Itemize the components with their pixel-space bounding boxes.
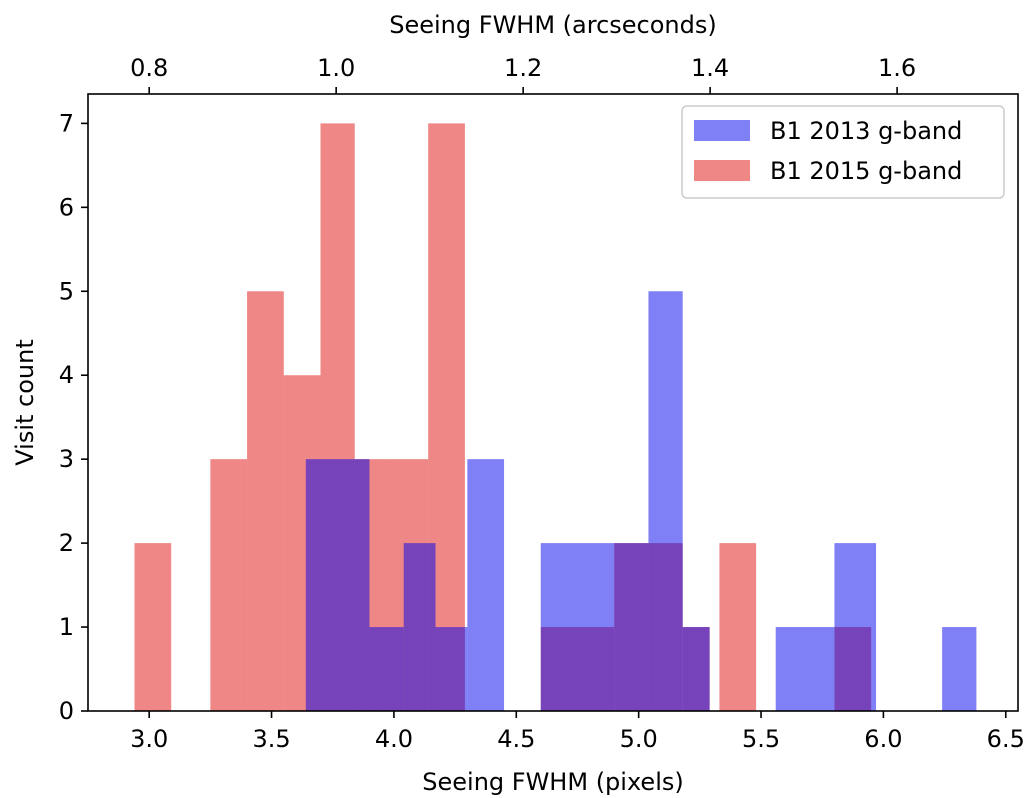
legend-swatch [694,120,750,141]
y-tick-label: 2 [59,529,74,557]
legend-entry-label: B1 2013 g-band [770,117,962,145]
bar-2013 [403,543,436,711]
bar-2013 [834,543,877,711]
y-axis-label: Visit count [11,339,39,465]
legend-swatch [694,160,750,181]
bar-2015 [247,291,284,711]
y-tick-label: 1 [59,613,74,641]
y-axis-left: 0 1 2 3 4 5 6 7 [59,109,88,725]
x-tick-label: 3.5 [252,725,290,753]
y-tick-label: 6 [59,193,74,221]
top-tick-label: 1.4 [691,54,729,82]
bar-2013 [942,627,977,711]
legend-frame [681,105,1005,199]
x-tick-label: 4.0 [375,725,413,753]
series-2013-bars [305,291,977,711]
x-tick-label: 6.0 [864,725,902,753]
top-tick-label: 0.8 [130,54,168,82]
x-axis-bottom: 3.0 3.5 4.0 4.5 5.0 5.5 6.0 6.5 [130,711,1025,753]
top-tick-label: 1.0 [317,54,355,82]
bar-2013 [369,627,404,711]
bar-2015 [210,459,248,711]
x-tick-label: 3.0 [130,725,168,753]
y-tick-label: 4 [59,361,74,389]
bar-2015 [719,543,757,711]
x-tick-label: 5.0 [620,725,658,753]
legend: B1 2013 g-band B1 2015 g-band [681,105,1005,199]
bar-2013 [775,627,835,711]
bar-2013 [305,459,370,711]
x-tick-label: 5.5 [742,725,780,753]
y-tick-label: 3 [59,445,74,473]
bar-2013 [435,627,468,711]
plot-frame [87,93,1019,712]
y-tick-label: 5 [59,277,74,305]
y-tick-label: 7 [59,109,74,137]
bar-2013 [467,459,505,711]
x-tick-label: 4.5 [497,725,535,753]
legend-entry-label: B1 2015 g-band [770,157,962,185]
y-tick-label: 0 [59,697,74,725]
bar-2013 [648,291,683,711]
top-axis-label: Seeing FWHM (arcseconds) [389,11,717,39]
x-tick-label: 6.5 [987,725,1025,753]
top-tick-label: 1.6 [878,54,916,82]
top-tick-label: 1.2 [504,54,542,82]
bar-2013 [682,627,710,711]
bar-2013 [540,543,615,711]
bar-2015 [134,543,172,711]
x-axis-top: 0.8 1.0 1.2 1.4 1.6 [130,54,916,94]
x-axis-label: Seeing FWHM (pixels) [422,768,683,796]
bar-2013 [614,543,649,711]
